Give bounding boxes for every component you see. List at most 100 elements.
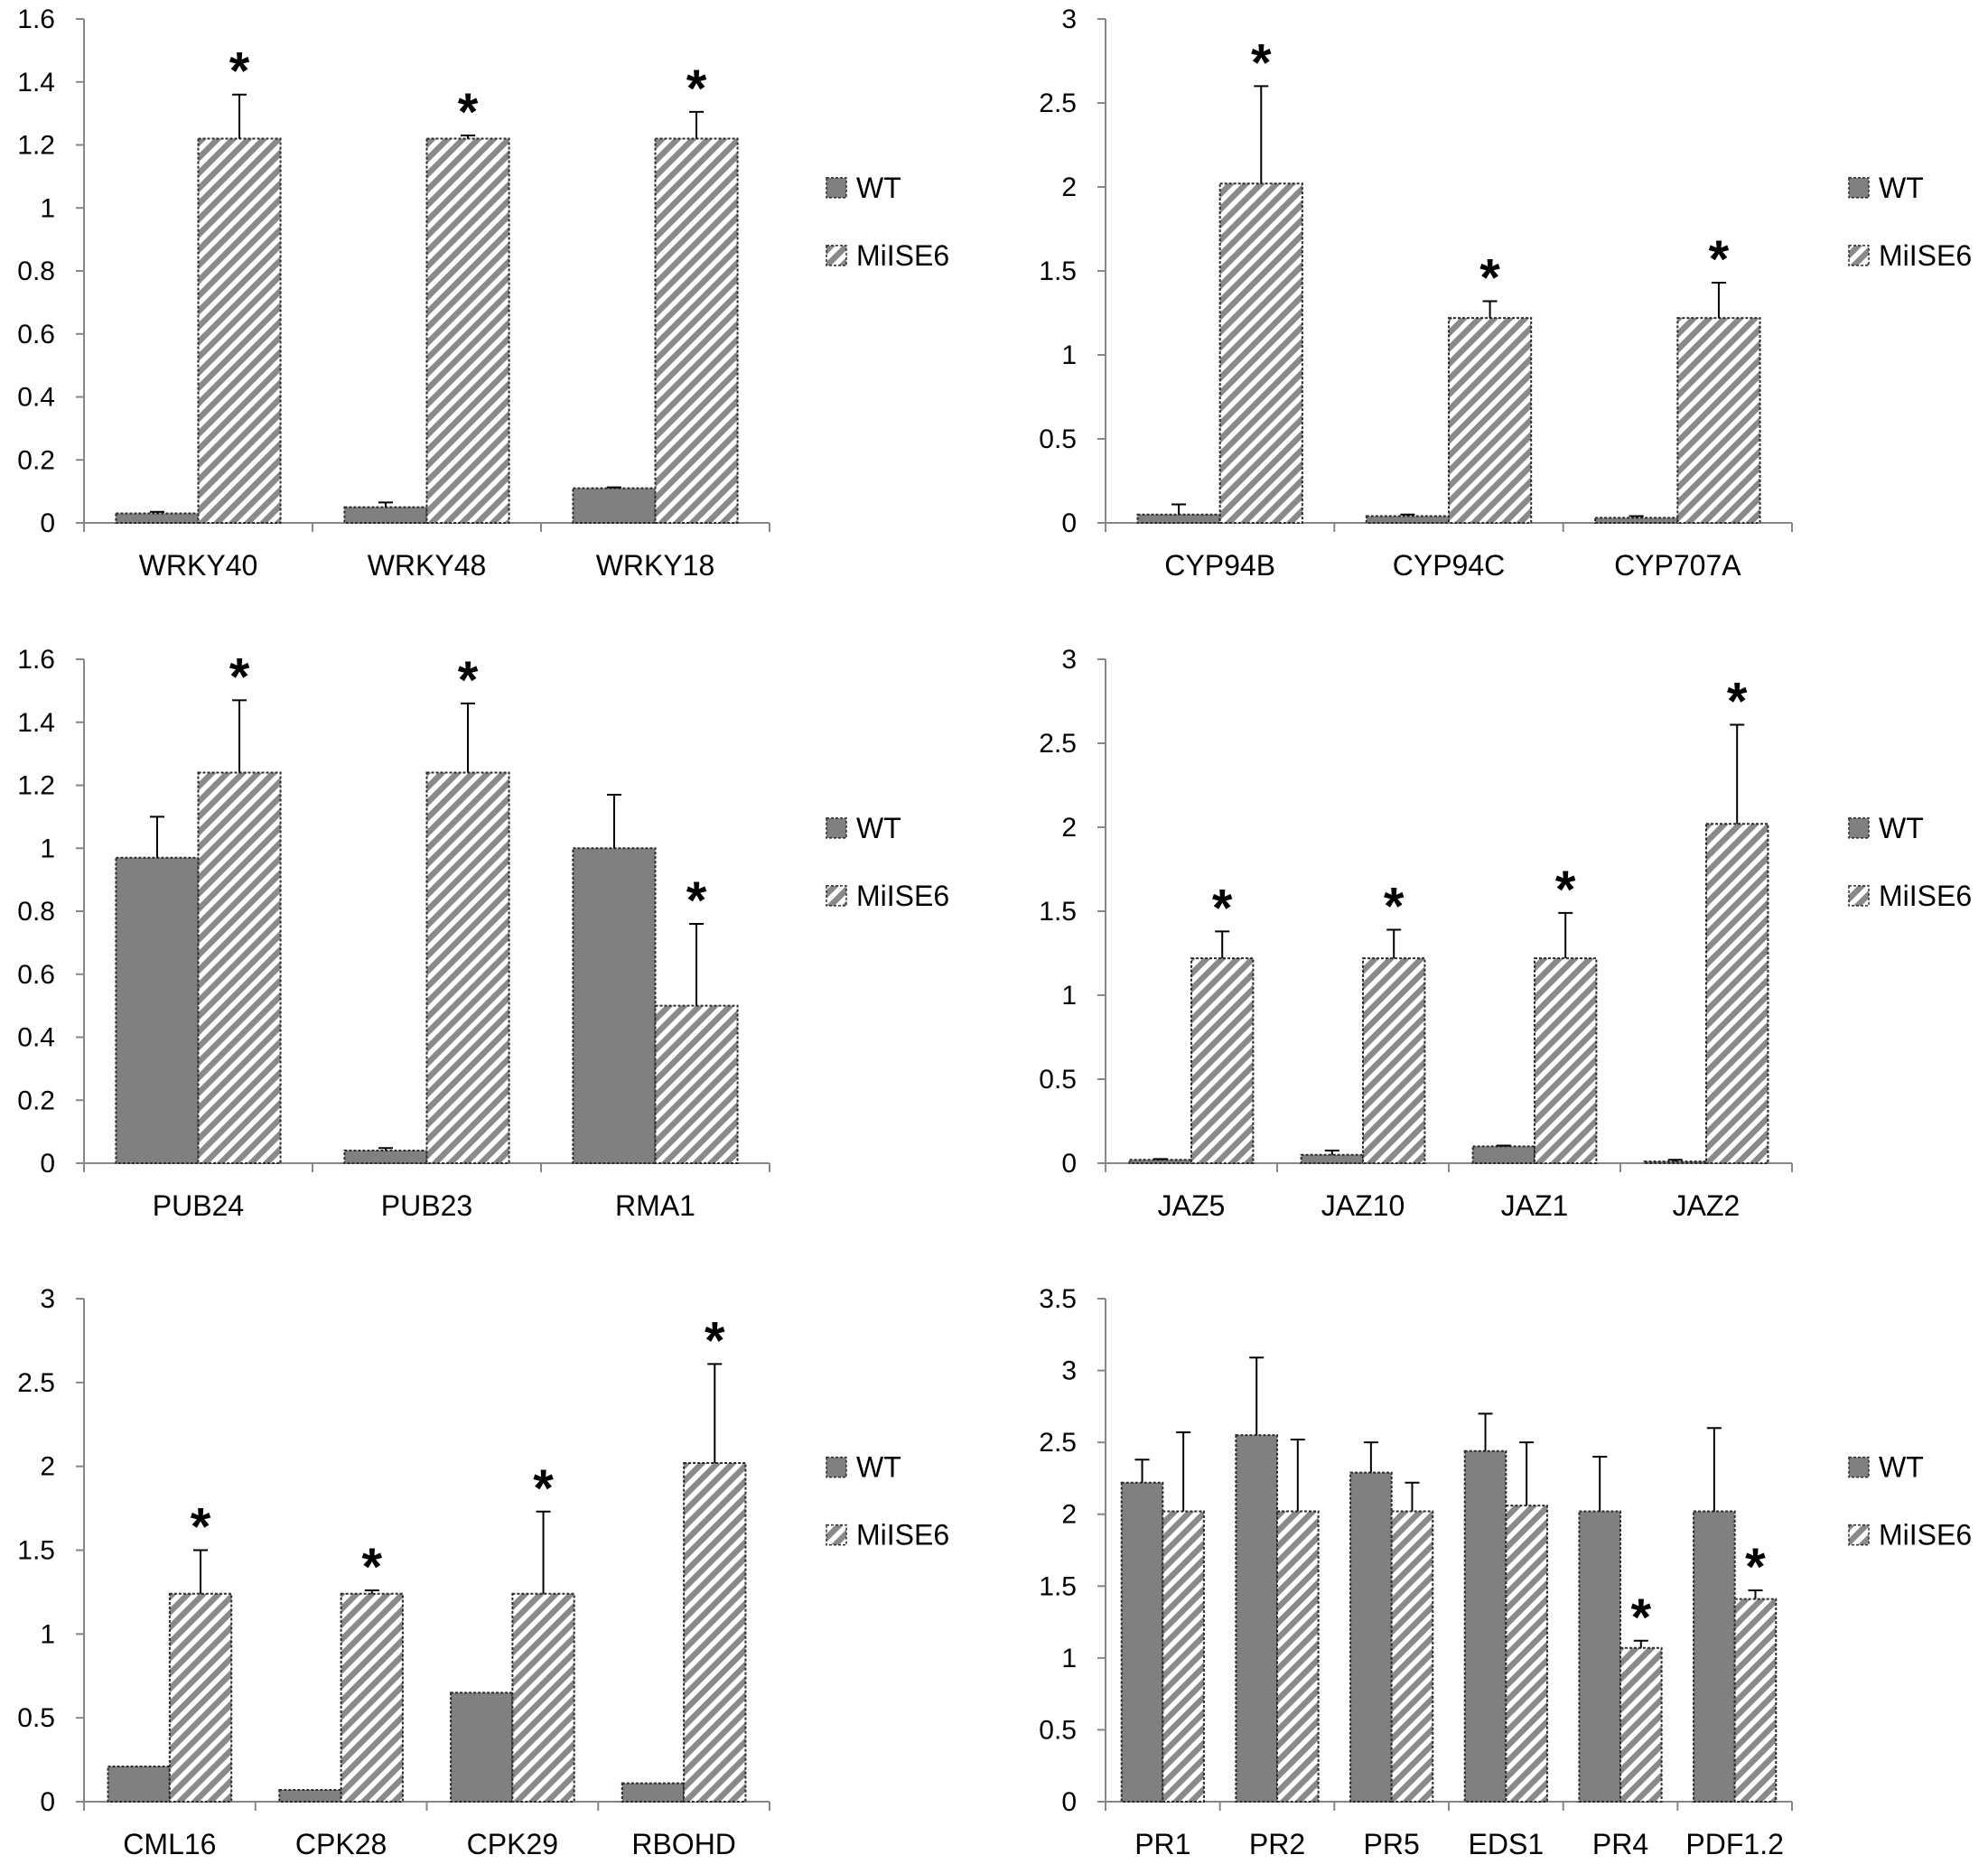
y-tick-label: 1.5 [1039, 1571, 1077, 1601]
x-category-label: JAZ1 [1501, 1189, 1569, 1222]
legend-label-wt: WT [856, 172, 901, 204]
legend-swatch-wt [826, 1456, 847, 1478]
legend-swatch-miise6 [1848, 245, 1870, 266]
significance-star: * [705, 1311, 725, 1370]
y-tick-label: 1.6 [17, 645, 55, 675]
bar-miise6-pr2 [1276, 1510, 1320, 1803]
legend-label-wt: WT [1879, 812, 1924, 844]
bar-wt-pr1 [1120, 1481, 1164, 1803]
bar-miise6-pub24 [197, 771, 282, 1164]
legend-label-miise6: MiISE6 [1879, 239, 1972, 272]
bar-miise6-pr4 [1619, 1646, 1663, 1803]
bar-miise6-pdf12 [1733, 1598, 1778, 1803]
bar-miise6-pr5 [1390, 1510, 1434, 1803]
y-tick-label: 2 [40, 1452, 55, 1482]
bar-wt-cyp94b [1136, 513, 1221, 525]
y-tick-label: 0.5 [1039, 1715, 1077, 1745]
bar-wt-jaz2 [1643, 1160, 1707, 1165]
y-tick-label: 2.5 [1039, 89, 1077, 118]
bar-wt-jaz1 [1471, 1145, 1535, 1165]
chart-panel-2: 0 0.5 1 1.5 2 2.5 3 * CYP94B * CYP94C * CYP707A WT MiI… [1039, 5, 1972, 582]
x-category-label: CYP94B [1164, 549, 1275, 582]
y-tick-label: 0 [1061, 1787, 1077, 1817]
legend-swatch-miise6 [826, 1524, 847, 1546]
bar-miise6-cyp94c [1448, 317, 1533, 524]
significance-star: * [686, 60, 707, 118]
y-tick-label: 0 [40, 1787, 55, 1817]
significance-star: * [191, 1498, 211, 1557]
y-tick-label: 3 [1061, 5, 1077, 34]
bar-miise6-cyp94b [1218, 182, 1303, 524]
x-category-label: CPK29 [467, 1828, 558, 1860]
legend-swatch-wt [1848, 177, 1870, 199]
y-tick-label: 0.6 [17, 960, 55, 990]
bar-miise6-rbohd [683, 1461, 747, 1803]
significance-star: * [1709, 230, 1730, 289]
y-tick-label: 1.6 [17, 5, 55, 34]
x-category-label: PUB24 [153, 1189, 244, 1222]
bar-wt-rbohd [621, 1782, 686, 1803]
x-category-label: PR5 [1364, 1828, 1420, 1860]
x-category-label: WRKY40 [139, 549, 258, 582]
chart-panel-5: 0 0.5 1 1.5 2 2.5 3 * CML16 * CPK28 * CPK29 * RBOHD WT M… [17, 1284, 949, 1860]
bar-miise6-jaz10 [1362, 957, 1426, 1164]
y-tick-label: 1.2 [17, 771, 55, 801]
x-category-label: JAZ5 [1158, 1189, 1226, 1222]
y-tick-label: 1 [40, 1619, 55, 1649]
legend-label-miise6: MiISE6 [856, 1519, 949, 1552]
y-tick-label: 2 [1061, 1500, 1077, 1530]
legend-swatch-wt [826, 177, 847, 199]
legend-label-wt: WT [1879, 172, 1924, 204]
bar-wt-jaz5 [1128, 1159, 1192, 1165]
x-category-label: PDF1.2 [1685, 1828, 1783, 1860]
significance-star: * [1384, 877, 1405, 936]
y-tick-label: 0 [1061, 508, 1077, 538]
legend-label-wt: WT [856, 1451, 901, 1484]
significance-star: * [229, 42, 250, 101]
x-category-label: PR1 [1134, 1828, 1190, 1860]
y-tick-label: 3.5 [1039, 1284, 1077, 1314]
x-category-label: RBOHD [631, 1828, 736, 1860]
x-category-label: JAZ10 [1321, 1189, 1405, 1222]
bar-miise6-rma1 [654, 1004, 739, 1164]
y-tick-label: 2.5 [17, 1368, 55, 1398]
y-tick-label: 1.5 [1039, 897, 1077, 927]
y-tick-label: 1 [40, 834, 55, 863]
bar-miise6-wrky40 [197, 137, 282, 524]
y-tick-label: 0 [40, 508, 55, 538]
bar-miise6-jaz5 [1190, 957, 1255, 1164]
legend-label-miise6: MiISE6 [1879, 1519, 1972, 1552]
bar-wt-wrky40 [115, 512, 200, 524]
bar-miise6-jaz1 [1534, 957, 1598, 1164]
chart-panel-6: 0 0.5 1 1.5 2 2.5 3 3.5 PR1 PR2 PR5 EDS1 * PR4 * PDF1.2… [1039, 1284, 1972, 1860]
x-category-label: JAZ2 [1673, 1189, 1741, 1222]
significance-star: * [1555, 861, 1576, 919]
bar-miise6-wrky48 [425, 137, 510, 524]
y-tick-label: 0.2 [17, 1086, 55, 1115]
bar-wt-cml16 [107, 1766, 171, 1803]
legend-swatch-wt [1848, 1456, 1870, 1478]
bar-miise6-cyp707a [1676, 317, 1761, 524]
x-category-label: EDS1 [1469, 1828, 1545, 1860]
x-category-label: WRKY48 [368, 549, 487, 582]
significance-star: * [533, 1459, 554, 1518]
legend-swatch-miise6 [1848, 1524, 1870, 1546]
significance-star: * [458, 651, 479, 710]
chart-panel-3: 0 0.2 0.4 0.6 0.8 1 1.2 1.4 1.6 * PUB24 * PUB23 * RMA1… [17, 645, 949, 1222]
y-tick-label: 0.5 [1039, 1065, 1077, 1095]
significance-star: * [1212, 879, 1233, 937]
bar-miise6-cpk29 [511, 1592, 575, 1803]
y-tick-label: 3 [1061, 1356, 1077, 1386]
bar-wt-eds1 [1463, 1449, 1507, 1803]
y-tick-label: 1 [1061, 1644, 1077, 1673]
y-tick-label: 1.5 [1039, 256, 1077, 286]
y-tick-label: 1 [40, 193, 55, 223]
bar-wt-pub24 [115, 856, 200, 1165]
y-tick-label: 0.5 [1039, 424, 1077, 454]
y-tick-label: 0.8 [17, 897, 55, 927]
y-tick-label: 3 [40, 1284, 55, 1314]
significance-star: * [1727, 673, 1748, 732]
legend-label-miise6: MiISE6 [856, 239, 949, 272]
y-tick-label: 0.8 [17, 256, 55, 286]
x-category-label: CYP94C [1393, 549, 1506, 582]
